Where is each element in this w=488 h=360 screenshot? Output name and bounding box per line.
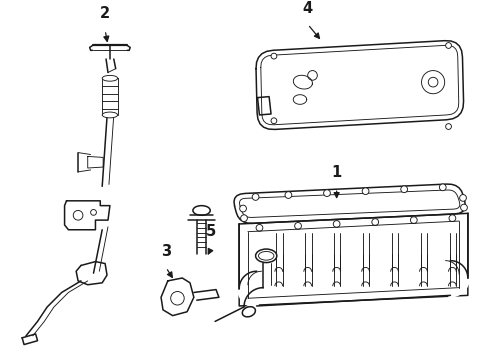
Text: 4: 4 <box>302 1 312 15</box>
Text: 3: 3 <box>161 244 171 259</box>
Circle shape <box>256 224 262 231</box>
Circle shape <box>90 210 96 215</box>
Text: 5: 5 <box>205 224 216 239</box>
Polygon shape <box>257 96 270 115</box>
Circle shape <box>285 192 291 198</box>
Ellipse shape <box>258 252 273 260</box>
Circle shape <box>252 194 259 200</box>
Circle shape <box>362 188 368 194</box>
Circle shape <box>170 292 184 305</box>
Polygon shape <box>22 334 38 345</box>
Polygon shape <box>76 262 107 285</box>
Circle shape <box>459 194 466 201</box>
Polygon shape <box>231 183 468 224</box>
Circle shape <box>445 123 450 130</box>
Text: 1: 1 <box>331 165 341 180</box>
Polygon shape <box>239 190 459 217</box>
Polygon shape <box>234 184 465 223</box>
Circle shape <box>240 215 247 221</box>
Polygon shape <box>87 157 103 168</box>
Circle shape <box>409 217 416 224</box>
Circle shape <box>73 211 83 220</box>
Ellipse shape <box>102 112 118 118</box>
Polygon shape <box>293 95 306 104</box>
Circle shape <box>448 215 455 221</box>
Circle shape <box>239 205 246 212</box>
Ellipse shape <box>192 206 210 215</box>
Polygon shape <box>64 201 110 230</box>
Circle shape <box>421 71 444 94</box>
Circle shape <box>294 222 301 229</box>
Text: 2: 2 <box>100 6 110 21</box>
Circle shape <box>333 221 339 228</box>
Polygon shape <box>256 41 463 129</box>
Circle shape <box>445 42 450 48</box>
Circle shape <box>439 184 445 191</box>
Circle shape <box>460 204 467 211</box>
Polygon shape <box>161 278 193 316</box>
Polygon shape <box>260 45 458 125</box>
Ellipse shape <box>255 249 276 262</box>
Ellipse shape <box>102 75 118 81</box>
Polygon shape <box>231 212 468 307</box>
Polygon shape <box>239 213 467 306</box>
Circle shape <box>270 118 276 123</box>
Circle shape <box>270 53 276 59</box>
Circle shape <box>371 219 378 225</box>
Circle shape <box>427 77 437 87</box>
Polygon shape <box>293 75 312 89</box>
Circle shape <box>400 186 407 193</box>
Ellipse shape <box>242 307 255 317</box>
Circle shape <box>307 71 317 80</box>
Circle shape <box>323 190 330 197</box>
